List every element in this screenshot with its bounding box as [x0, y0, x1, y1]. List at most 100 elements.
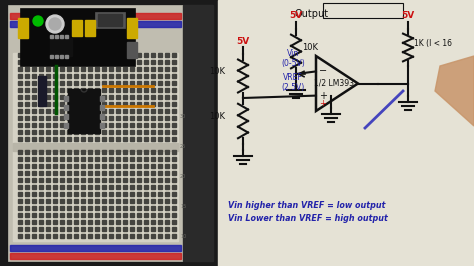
Bar — [25, 206, 29, 210]
Bar — [95, 67, 99, 71]
Bar — [102, 171, 106, 175]
Bar — [74, 109, 78, 113]
Bar — [123, 192, 127, 196]
Bar — [144, 81, 148, 85]
Bar — [25, 116, 29, 120]
Bar — [53, 185, 57, 189]
Bar — [67, 220, 71, 224]
Bar — [137, 206, 141, 210]
Bar — [165, 157, 169, 161]
Bar — [81, 67, 85, 71]
Bar — [60, 178, 64, 182]
Bar — [81, 213, 85, 217]
Bar — [144, 157, 148, 161]
Bar — [32, 150, 36, 154]
Bar — [74, 150, 78, 154]
Bar — [50, 35, 53, 38]
Bar — [18, 206, 22, 210]
Bar — [53, 67, 57, 71]
Bar — [39, 53, 43, 57]
Bar — [109, 81, 113, 85]
Bar — [172, 178, 176, 182]
Bar — [158, 234, 162, 238]
Bar — [25, 171, 29, 175]
Bar — [151, 102, 155, 106]
Bar — [95, 60, 99, 64]
Bar — [67, 178, 71, 182]
Bar — [88, 227, 92, 231]
Bar — [165, 88, 169, 92]
Bar — [18, 60, 22, 64]
Bar — [20, 8, 135, 66]
Bar — [18, 95, 22, 99]
Bar — [46, 60, 50, 64]
Bar — [151, 227, 155, 231]
Bar — [172, 213, 176, 217]
Bar — [64, 96, 68, 101]
Bar — [18, 234, 22, 238]
Bar — [46, 192, 50, 196]
Bar — [46, 199, 50, 203]
Bar — [137, 60, 141, 64]
Bar — [158, 178, 162, 182]
Bar — [18, 81, 22, 85]
Bar — [74, 74, 78, 78]
Bar — [144, 88, 148, 92]
Bar — [60, 150, 64, 154]
Bar — [102, 178, 106, 182]
Bar — [67, 206, 71, 210]
Bar — [67, 81, 71, 85]
Bar — [109, 157, 113, 161]
Bar — [39, 178, 43, 182]
Bar — [158, 227, 162, 231]
Bar — [46, 95, 50, 99]
Bar — [46, 150, 50, 154]
Bar — [25, 123, 29, 127]
Bar — [109, 95, 113, 99]
Bar — [165, 185, 169, 189]
Bar — [95, 81, 99, 85]
Bar — [39, 60, 43, 64]
Bar — [18, 220, 22, 224]
Bar — [102, 67, 106, 71]
Text: 10K: 10K — [209, 112, 225, 121]
Bar — [172, 53, 176, 57]
Bar — [158, 137, 162, 141]
Bar — [137, 185, 141, 189]
Bar — [158, 150, 162, 154]
Bar — [60, 35, 63, 38]
Bar — [102, 130, 106, 134]
Bar — [158, 199, 162, 203]
Bar — [60, 67, 64, 71]
Bar — [137, 95, 141, 99]
Bar — [130, 185, 134, 189]
Bar — [67, 185, 71, 189]
Bar — [172, 234, 176, 238]
Bar — [25, 213, 29, 217]
Bar — [109, 123, 113, 127]
Bar — [183, 5, 213, 261]
Bar — [81, 220, 85, 224]
Bar — [130, 67, 134, 71]
Bar — [25, 88, 29, 92]
Bar — [60, 171, 64, 175]
Bar — [88, 130, 92, 134]
Bar — [88, 171, 92, 175]
Bar — [165, 164, 169, 168]
Bar — [165, 74, 169, 78]
Bar — [144, 220, 148, 224]
Bar — [81, 123, 85, 127]
Bar — [151, 171, 155, 175]
Bar — [46, 109, 50, 113]
Bar — [172, 150, 176, 154]
Bar — [130, 157, 134, 161]
Bar — [165, 95, 169, 99]
Bar — [158, 74, 162, 78]
Bar — [60, 213, 64, 217]
Bar — [172, 171, 176, 175]
Bar — [172, 102, 176, 106]
Bar — [158, 102, 162, 106]
Bar — [50, 38, 72, 56]
Bar — [137, 150, 141, 154]
Bar — [137, 81, 141, 85]
